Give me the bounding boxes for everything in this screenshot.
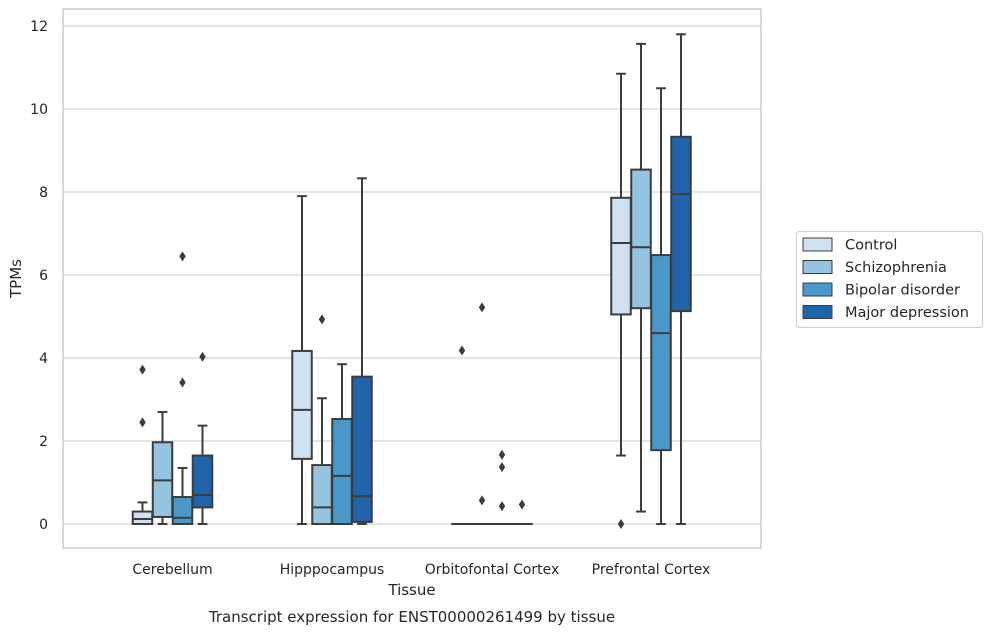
legend-label: Major depression	[845, 305, 969, 321]
box-iqr	[670, 135, 692, 313]
outlier-point	[139, 364, 146, 375]
y-tick-label: 12	[30, 19, 48, 35]
y-tick-label: 6	[39, 268, 48, 284]
legend-swatch	[802, 260, 833, 274]
outlier-point	[139, 417, 146, 428]
box-group	[191, 351, 214, 525]
x-tick-labels: Cerebellum Hipppocampus Orbitofontal Corte…	[132, 562, 710, 578]
y-tick-label: 10	[30, 102, 48, 118]
outlier-point	[458, 345, 466, 356]
y-tick-labels: 0 2 4 6 8 10 12	[30, 19, 48, 533]
legend-label: Bipolar disorder	[845, 283, 960, 299]
legend-swatch	[802, 237, 833, 252]
plot-frame	[62, 8, 762, 549]
x-tick-label: Cerebellum	[132, 562, 212, 578]
box-plots	[131, 33, 692, 529]
y-tick-label: 0	[39, 517, 48, 533]
box-iqr	[610, 196, 632, 316]
x-axis-title: Tissue	[387, 581, 435, 599]
box-group	[171, 251, 194, 525]
box-group	[291, 195, 313, 525]
box-iqr	[351, 375, 373, 523]
box-group	[331, 363, 353, 526]
outlier-point	[498, 501, 506, 512]
outlier-point	[179, 377, 186, 388]
box-group	[650, 87, 672, 525]
outlier-point	[199, 351, 206, 362]
box-iqr	[630, 168, 652, 310]
legend-label: Schizophrenia	[845, 260, 947, 276]
box-group	[511, 499, 533, 526]
x-tick-label: Prefrontal Cortex	[592, 562, 711, 578]
box-group	[351, 177, 373, 525]
box-iqr	[291, 349, 313, 460]
outlier-point	[179, 251, 186, 262]
legend-frame	[796, 231, 983, 328]
box-group	[131, 364, 154, 525]
box-iqr	[171, 496, 194, 525]
box-iqr	[131, 510, 154, 525]
outlier-point	[518, 499, 526, 510]
box-iqr	[311, 464, 333, 526]
legend-swatch	[802, 305, 833, 319]
box-group	[151, 410, 174, 525]
x-tick-label: Orbitofontal Cortex	[425, 562, 560, 578]
y-axis-title: TPMs	[7, 259, 25, 299]
y-tick-label: 2	[39, 434, 48, 450]
chart-title: Transcript expression for ENST0000026149…	[208, 608, 615, 626]
box-iqr	[650, 254, 672, 452]
outlier-point	[617, 519, 625, 529]
y-tick-label: 4	[39, 351, 48, 367]
outlier-point	[318, 314, 326, 325]
box-group	[670, 33, 692, 525]
box-group	[630, 42, 652, 513]
y-tick-label: 8	[39, 185, 48, 201]
legend: Control Schizophrenia Bipolar disorder Majo…	[796, 231, 983, 328]
x-tick-label: Hipppocampus	[280, 562, 385, 578]
box-group	[610, 72, 632, 529]
outlier-point	[478, 495, 486, 506]
outlier-point	[498, 462, 506, 473]
legend-swatch	[802, 282, 833, 297]
outlier-point	[478, 302, 486, 313]
outlier-point	[498, 449, 506, 460]
box-iqr	[331, 418, 353, 526]
box-iqr	[191, 454, 214, 509]
legend-label: Control	[845, 238, 897, 254]
box-group	[311, 314, 333, 526]
